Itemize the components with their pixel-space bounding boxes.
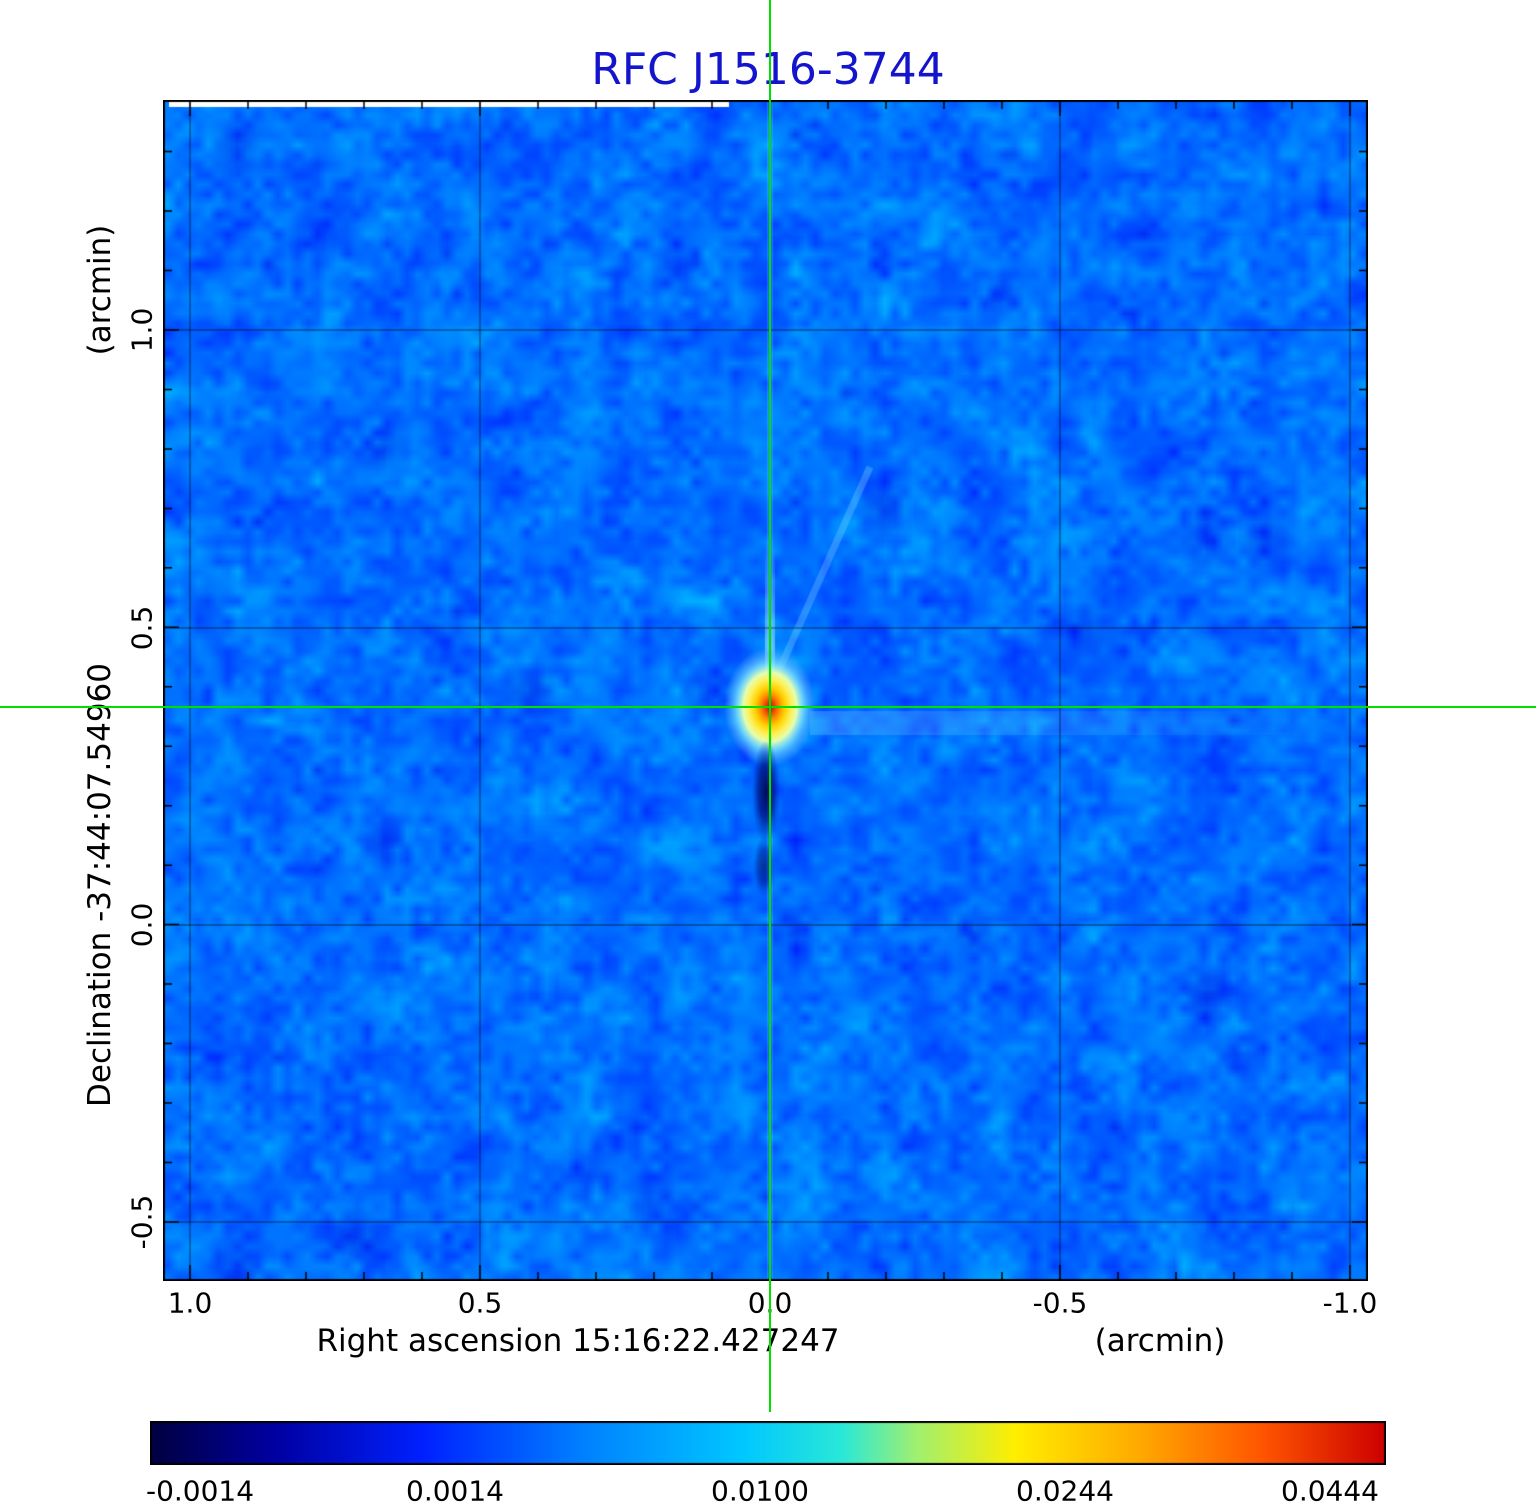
x-tick-label-2: 0.5 [457,1286,503,1320]
crosshair-horizontal-line [0,706,1536,708]
y-tick-label-1: 1.0 [125,307,159,353]
x-tick-label-1: 1.0 [167,1286,213,1320]
y-tick-label-3: 0.0 [125,902,159,948]
y-tick-label-4: -0.5 [125,1194,159,1250]
y-tick-label-2: 0.5 [125,605,159,651]
colorbar-tick-label-4: 0.0244 [1016,1474,1114,1508]
colorbar-tick-label-3: 0.0100 [711,1474,809,1508]
colorbar-tick-label-5: 0.0444 [1281,1474,1379,1508]
colorbar-tick-label-1: -0.0014 [145,1474,255,1508]
colorbar-tick-label-2: 0.0014 [406,1474,504,1508]
x-tick-label-5: -1.0 [1322,1286,1378,1320]
x-axis-label: Right ascension 15:16:22.427247 [316,1323,840,1359]
plot-title: RFC J1516-3744 [591,44,945,95]
y-axis-label: Declination -37:44:07.54960 [82,663,118,1107]
sky-map-canvas [163,100,1368,1281]
x-axis-unit-label: (arcmin) [1094,1323,1226,1359]
x-tick-label-4: -0.5 [1032,1286,1088,1320]
y-axis-unit-label: (arcmin) [82,224,118,356]
colorbar-canvas [150,1421,1386,1465]
